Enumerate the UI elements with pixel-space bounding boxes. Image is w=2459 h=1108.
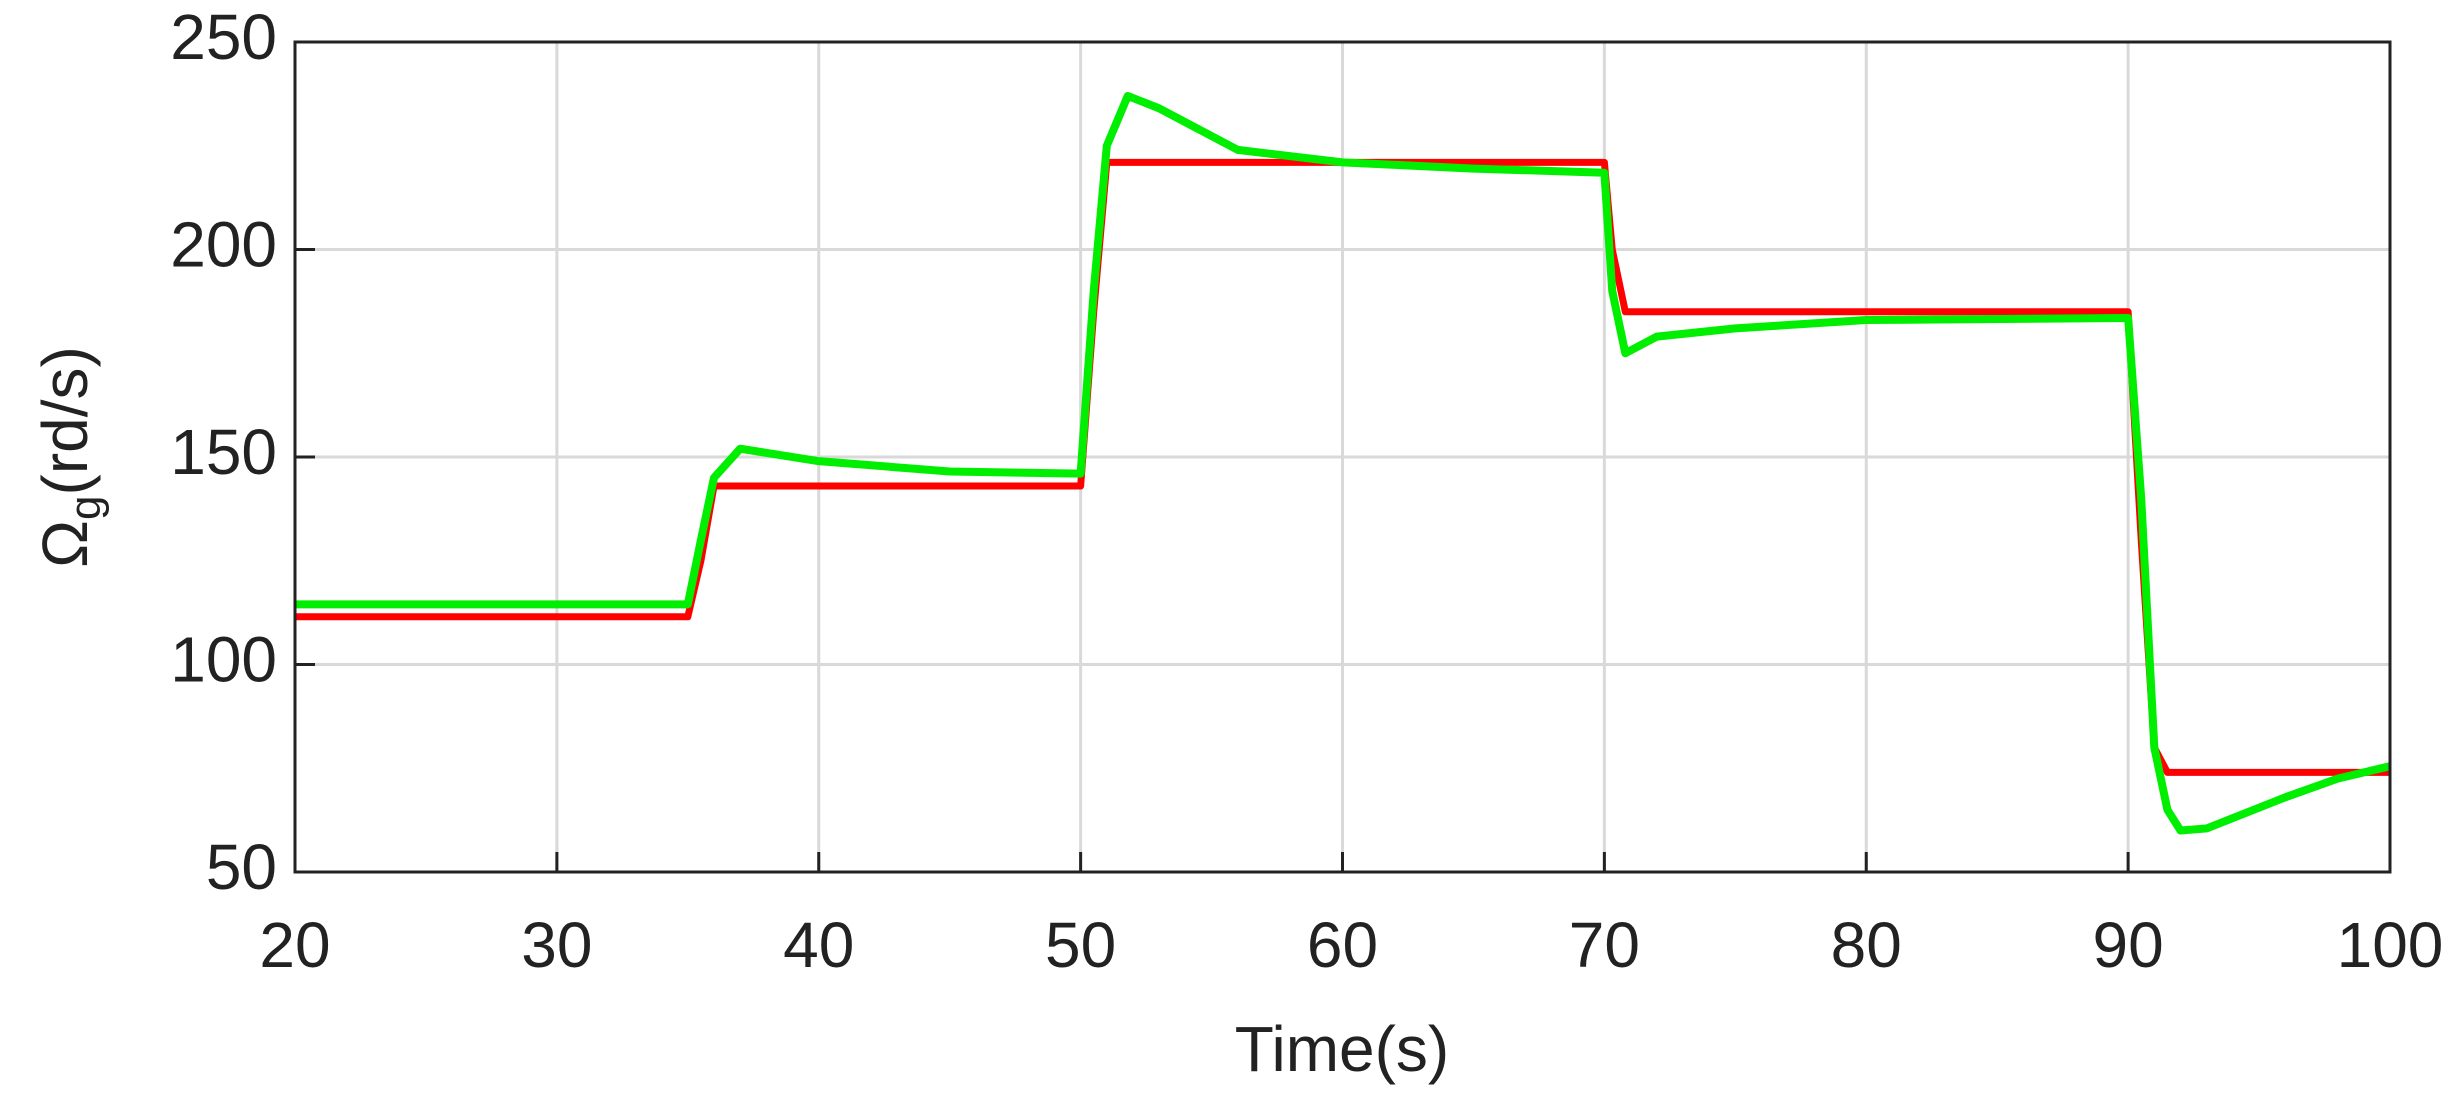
y-tick-label: 150 [170,416,277,488]
x-tick-label: 60 [1307,909,1378,981]
y-axis-label: Ωg(rd/s) [29,346,110,568]
x-tick-label: 80 [1831,909,1902,981]
x-tick-label: 50 [1045,909,1116,981]
y-tick-label: 250 [170,1,277,73]
y-label-unit: (rd/s) [29,346,101,495]
x-tick-label: 90 [2093,909,2164,981]
x-tick-label: 40 [783,909,854,981]
plot-frame [293,40,2392,874]
y-tick-label: 50 [206,831,277,903]
y-label-symbol: Ω [29,520,101,568]
y-tick-label: 200 [170,208,277,280]
y-label-subscript: g [61,495,110,519]
y-tick-label: 100 [170,623,277,695]
x-tick-label: 20 [259,909,330,981]
x-tick-label: 70 [1569,909,1640,981]
line-series [295,91,2391,835]
x-axis-label: Time(s) [1235,1013,1449,1085]
x-tick-label: 100 [2337,909,2444,981]
line-series [295,158,2390,776]
x-tick-label: 30 [521,909,592,981]
